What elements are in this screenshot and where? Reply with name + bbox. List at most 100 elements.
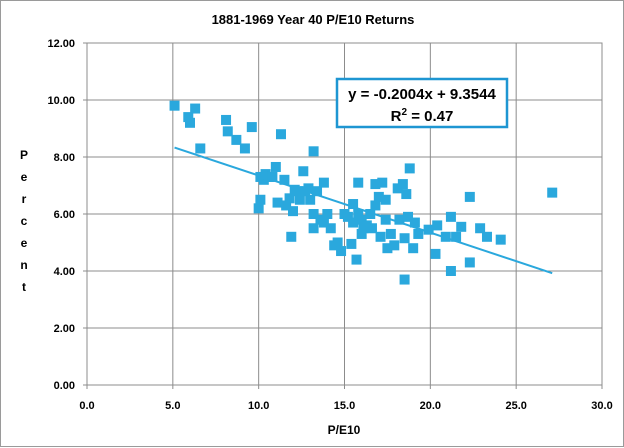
data-point xyxy=(246,122,257,133)
data-point xyxy=(404,163,415,174)
y-tick-label: 2.00 xyxy=(54,323,75,335)
data-point xyxy=(389,240,400,251)
data-point xyxy=(351,254,362,265)
data-point xyxy=(308,146,319,157)
data-point xyxy=(221,114,232,125)
data-point xyxy=(382,243,393,254)
data-point xyxy=(409,217,420,228)
x-tick-label: 0.0 xyxy=(79,400,94,412)
data-point xyxy=(375,231,386,242)
data-point xyxy=(267,171,278,182)
x-axis-title: P/E10 xyxy=(328,423,361,437)
data-point xyxy=(397,179,408,190)
data-point xyxy=(346,238,357,249)
y-axis-title-letter: P xyxy=(20,148,28,162)
r-squared-prefix: R xyxy=(391,108,402,125)
data-point xyxy=(547,187,558,198)
data-point xyxy=(342,211,353,222)
y-tick-label: 4.00 xyxy=(54,266,75,278)
data-point xyxy=(451,231,462,242)
data-point xyxy=(183,112,194,123)
data-point xyxy=(281,200,292,211)
data-point xyxy=(464,257,475,268)
data-point xyxy=(380,214,391,225)
r-squared-value: = 0.47 xyxy=(407,108,453,125)
data-point xyxy=(401,189,412,200)
data-point xyxy=(445,266,456,276)
data-point xyxy=(361,220,372,231)
y-axis-title-letter: r xyxy=(22,192,27,206)
data-point xyxy=(169,100,180,111)
data-point xyxy=(255,194,266,205)
data-point xyxy=(440,231,451,242)
data-point xyxy=(239,143,250,154)
data-point xyxy=(322,209,333,219)
y-tick-label: 12.00 xyxy=(47,38,75,50)
data-point xyxy=(190,103,201,114)
trendline-equation: y = -0.2004x + 9.3544 xyxy=(348,86,496,103)
data-point xyxy=(195,143,206,154)
data-point xyxy=(284,193,295,204)
data-point xyxy=(270,161,281,172)
equation-box-border xyxy=(335,77,509,129)
data-point xyxy=(356,214,367,225)
data-point xyxy=(365,209,376,219)
data-point xyxy=(286,231,297,242)
data-point xyxy=(408,243,419,254)
data-point xyxy=(356,228,367,239)
y-tick-label: 6.00 xyxy=(54,209,75,221)
r-squared-label: R2 = 0.47 xyxy=(391,107,454,125)
data-point xyxy=(298,166,309,177)
data-point xyxy=(423,224,434,235)
data-point xyxy=(481,231,492,242)
x-tick-label: 30.0 xyxy=(591,400,612,412)
data-point xyxy=(413,228,424,239)
data-point xyxy=(475,223,486,234)
x-tick-label: 20.0 xyxy=(420,400,441,412)
y-axis-title-letter: e xyxy=(21,170,28,184)
data-point xyxy=(348,217,359,228)
data-point xyxy=(377,177,388,188)
data-point xyxy=(353,177,364,188)
x-tick-label: 25.0 xyxy=(505,400,526,412)
y-axis-title-letter: n xyxy=(20,258,27,272)
data-point xyxy=(222,126,233,137)
x-tick-label: 15.0 xyxy=(334,400,355,412)
y-tick-label: 10.00 xyxy=(47,95,75,107)
data-point xyxy=(308,223,319,234)
tick-labels: 0.00 2.00 4.00 6.00 8.00 10.00 12.00 0.0 5.0 10.0… xyxy=(47,38,612,412)
data-point xyxy=(495,234,506,245)
data-point xyxy=(370,200,381,211)
data-point xyxy=(373,191,384,202)
data-point xyxy=(294,194,305,205)
data-point xyxy=(456,221,467,232)
data-point xyxy=(293,186,304,197)
data-point xyxy=(336,246,347,257)
data-point xyxy=(308,209,319,219)
data-point xyxy=(353,209,364,219)
data-point xyxy=(348,199,359,210)
data-point xyxy=(305,194,316,205)
data-point xyxy=(279,174,290,185)
data-point xyxy=(275,129,286,140)
data-point xyxy=(394,214,405,225)
x-tick-label: 5.0 xyxy=(165,400,180,412)
trendline-equation-box: y = -0.2004x + 9.3544 R2 = 0.47 xyxy=(335,77,509,129)
data-point xyxy=(318,217,329,228)
data-point xyxy=(272,197,283,208)
data-point xyxy=(318,177,329,188)
y-axis-title-letter: c xyxy=(21,214,28,228)
y-tick-label: 8.00 xyxy=(54,152,75,164)
y-axis-title-letter: t xyxy=(22,280,26,294)
data-point xyxy=(392,183,403,194)
data-point xyxy=(312,186,323,197)
data-point xyxy=(380,194,391,205)
data-point xyxy=(370,179,381,190)
data-point xyxy=(185,117,195,128)
data-point xyxy=(332,237,343,248)
chart-title: 1881-1969 Year 40 P/E10 Returns xyxy=(212,12,415,27)
data-point xyxy=(403,211,414,222)
data-point xyxy=(399,274,410,285)
data-point xyxy=(303,183,314,194)
